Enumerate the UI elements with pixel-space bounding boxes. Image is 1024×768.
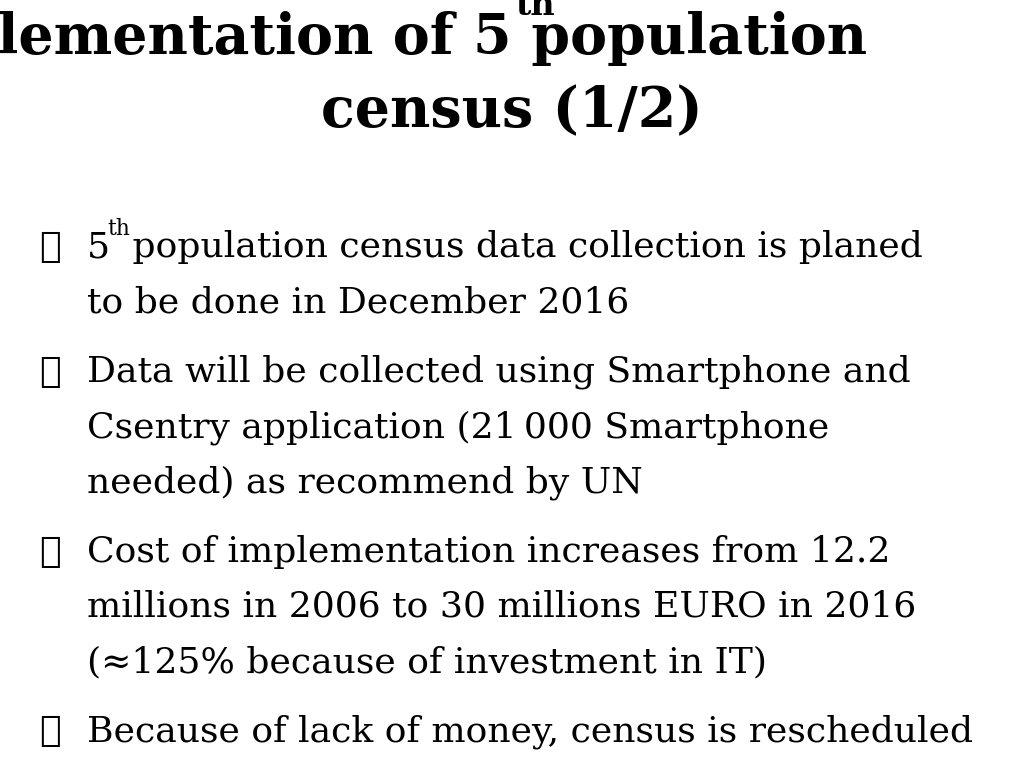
Text: population: population <box>512 11 867 66</box>
Text: to be done in December 2016: to be done in December 2016 <box>87 286 630 319</box>
Text: needed) as recommend by UN: needed) as recommend by UN <box>87 465 643 500</box>
Text: census (1/2): census (1/2) <box>322 84 702 139</box>
Text: ✓: ✓ <box>39 355 60 389</box>
Text: (≈125% because of investment in IT): (≈125% because of investment in IT) <box>87 645 767 679</box>
Text: population census data collection is planed: population census data collection is pla… <box>121 230 923 264</box>
Text: Implementation of 5: Implementation of 5 <box>0 11 512 66</box>
Text: ✓: ✓ <box>39 714 60 748</box>
Text: ✓: ✓ <box>39 535 60 568</box>
Text: th: th <box>106 218 130 240</box>
Text: Because of lack of money, census is rescheduled: Because of lack of money, census is resc… <box>87 714 973 749</box>
Text: Data will be collected using Smartphone and: Data will be collected using Smartphone … <box>87 355 910 389</box>
Text: 5: 5 <box>87 230 111 264</box>
Text: Cost of implementation increases from 12.2: Cost of implementation increases from 12… <box>87 535 891 568</box>
Text: millions in 2006 to 30 millions EURO in 2016: millions in 2006 to 30 millions EURO in … <box>87 590 916 624</box>
Text: Csentry application (21 000 Smartphone: Csentry application (21 000 Smartphone <box>87 410 829 445</box>
Text: ✓: ✓ <box>39 230 60 264</box>
Text: th: th <box>515 0 554 22</box>
